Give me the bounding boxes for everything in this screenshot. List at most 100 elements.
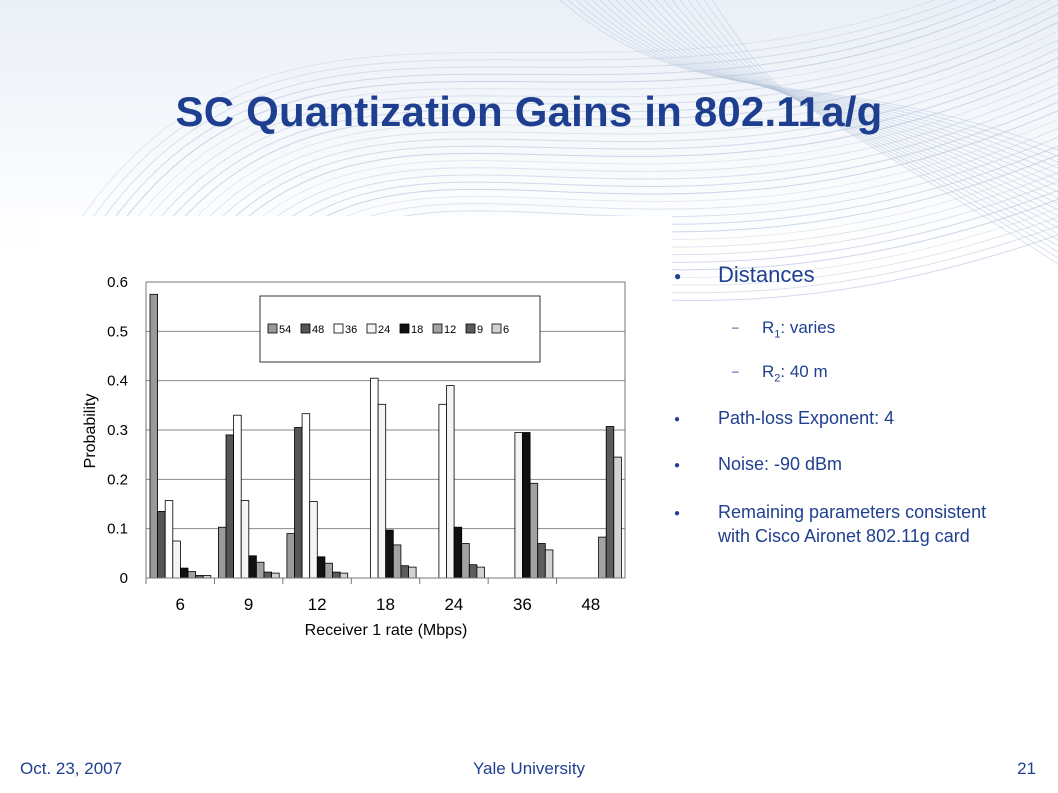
bar-6-at-12	[339, 572, 349, 579]
bar-9-at-48	[605, 426, 615, 579]
bar-48-at-9	[225, 434, 234, 579]
bar-9-at-24	[468, 564, 478, 579]
legend-swatch-12	[432, 323, 443, 334]
footer-institution: Yale University	[472, 759, 586, 778]
bar-chart: 0 0.1 0.2 0.3 0.4 0.5 0.6 6 9 12 18 24 36 48 54 48 36 24…	[82, 274, 626, 639]
legend-swatch-6	[491, 323, 502, 334]
wave-line	[91, 0, 978, 235]
footer-page-number: 21	[1017, 759, 1036, 778]
bar-9-at-12	[332, 571, 341, 579]
wave-line	[151, 48, 1058, 305]
y-tick-label: 0.2	[107, 471, 128, 488]
bar-6-at-18	[408, 566, 417, 579]
bar-18-at-12	[316, 556, 326, 579]
bar-48-at-6	[157, 510, 166, 579]
bar-9-at-36	[537, 543, 546, 579]
bar-24-at-24	[446, 385, 455, 579]
bar-24-at-12	[309, 501, 318, 579]
bar-12-at-18	[392, 544, 402, 579]
slide-title: SC Quantization Gains in 802.11a/g	[175, 88, 883, 135]
legend-label-54: 54	[279, 324, 291, 336]
wave-line	[97, 0, 997, 242]
bar-36-at-18	[370, 377, 379, 579]
bar-9-at-9	[263, 571, 272, 579]
legend-swatch-48	[300, 323, 311, 334]
bar-12-at-6	[187, 571, 196, 579]
y-tick-label: 0	[120, 570, 128, 587]
bar-36-at-9	[233, 414, 242, 579]
wave-line	[115, 0, 1051, 263]
legend-label-9: 9	[477, 324, 483, 336]
x-tick-label: 12	[308, 595, 327, 614]
plot-frame	[145, 281, 626, 579]
bar-6-at-36	[544, 549, 554, 579]
bar-24-at-18	[377, 403, 387, 579]
x-axis-label: Receiver 1 rate (Mbps)	[305, 622, 468, 639]
wave-line	[109, 0, 1034, 256]
bar-12-at-24	[461, 543, 470, 579]
bullet-dot-icon: ●	[674, 508, 681, 519]
y-tick-label: 0.3	[107, 422, 128, 439]
x-tick-label: 48	[581, 595, 600, 614]
y-axis-label: Probability	[82, 394, 99, 469]
legend-swatch-9	[465, 323, 476, 334]
bar-18-at-36	[522, 432, 531, 579]
bar-36-at-12	[301, 413, 311, 579]
wave-line	[127, 12, 1058, 277]
bar-12-at-48	[598, 536, 607, 579]
bullet-dot-icon: ●	[674, 269, 682, 283]
bar-36-at-6	[164, 500, 174, 579]
wave-line	[711, 0, 1058, 265]
x-tick-label: 9	[244, 595, 253, 614]
bar-12-at-9	[255, 561, 265, 579]
x-tick-label: 18	[376, 595, 395, 614]
bar-12-at-36	[529, 482, 539, 579]
bar-6-at-9	[271, 572, 280, 579]
bar-9-at-18	[400, 565, 409, 579]
bar-54-at-12	[286, 533, 295, 579]
legend-label-48: 48	[312, 324, 324, 336]
bar-6-at-24	[476, 566, 485, 579]
bar-24-at-9	[240, 500, 250, 579]
bar-18-at-9	[248, 555, 257, 579]
legend-label-36: 36	[345, 324, 357, 336]
legend-label-12: 12	[444, 324, 456, 336]
y-tick-label: 0.6	[107, 274, 128, 291]
wave-line	[103, 0, 1016, 249]
bar-24-at-36	[514, 432, 523, 579]
bar-18-at-24	[453, 526, 463, 579]
legend-label-18: 18	[411, 324, 423, 336]
dash-icon: –	[732, 320, 739, 334]
bar-6-at-48	[613, 456, 622, 579]
bar-12-at-12	[324, 562, 333, 579]
wave-line	[133, 21, 1058, 284]
legend-swatch-36	[333, 323, 344, 334]
bar-54-at-6	[149, 293, 158, 579]
legend-label-6: 6	[503, 324, 509, 336]
x-tick-label: 36	[513, 595, 532, 614]
bar-54-at-9	[217, 526, 227, 579]
y-tick-label: 0.4	[107, 373, 128, 390]
bar-24-at-6	[172, 540, 181, 579]
x-tick-label: 24	[444, 595, 463, 614]
legend-swatch-24	[366, 323, 377, 334]
dash-icon: –	[732, 364, 739, 378]
wave-line	[121, 3, 1058, 270]
bar-48-at-12	[294, 427, 303, 579]
bar-36-at-24	[438, 403, 447, 579]
bullet-dot-icon: ●	[674, 414, 681, 425]
y-tick-label: 0.1	[107, 521, 128, 538]
legend-swatch-54	[267, 323, 278, 334]
wave-line	[79, 0, 935, 221]
wave-line	[139, 30, 1058, 291]
chart-panel: 0 0.1 0.2 0.3 0.4 0.5 0.6 6 9 12 18 24 36 48 54 48 36 24…	[40, 216, 672, 694]
bar-18-at-18	[385, 529, 394, 579]
bullet-dot-icon: ●	[674, 460, 681, 471]
legend-label-24: 24	[378, 324, 390, 336]
bar-18-at-6	[179, 567, 189, 579]
x-tick-label: 6	[175, 595, 184, 614]
legend-swatch-18	[399, 323, 410, 334]
footer-date: Oct. 23, 2007	[20, 759, 123, 778]
wave-line	[85, 0, 957, 228]
y-tick-label: 0.5	[107, 323, 128, 340]
